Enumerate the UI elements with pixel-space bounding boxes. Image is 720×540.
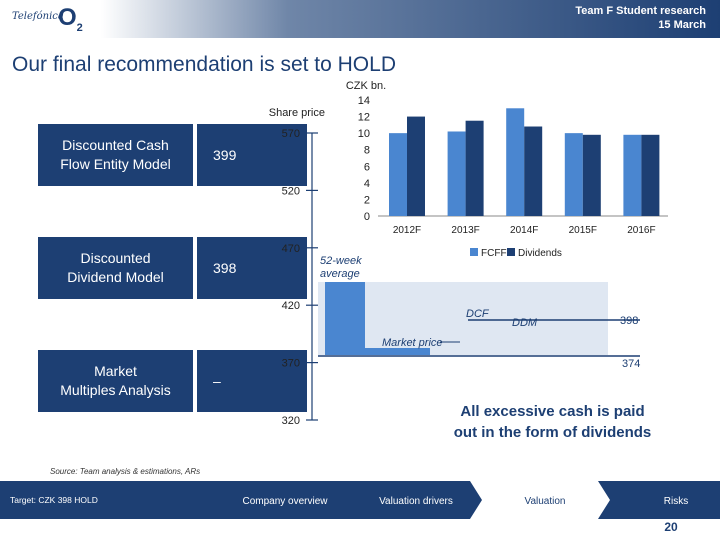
chart-xtick-label: 2013F [451,225,479,236]
model-label-line2: Flow Entity Model [60,156,171,172]
chart-xtick-label: 2014F [510,225,538,236]
model-value-dcf: 399 [197,124,307,186]
nav-company-overview[interactable]: Company overview [242,496,328,507]
callout-line1: All excessive cash is paid [460,403,645,420]
chart-ytick-label: 14 [358,95,370,107]
o2-logo: O2 [58,4,83,34]
footer-bar [0,481,720,519]
header-bar [0,0,720,38]
chart-ytick-label: 2 [364,194,370,206]
bar-fcff-2012F [389,133,407,216]
chart-ytick-label: 8 [364,145,370,157]
legend-label-dividends: Dividends [518,248,562,259]
bar-dividends-2015F [582,134,601,216]
team-name: Team F Student research [575,5,706,17]
model-label-line2: Dividend Model [67,269,164,285]
callout-line2: out in the form of dividends [453,424,652,441]
callout: All excessive cash is paid out in the fo… [415,401,690,443]
bar-dividends-2014F [524,126,543,216]
legend-swatch-fcff [470,248,478,256]
chart-bars [389,108,660,216]
bar-fcff-2015F [564,133,583,216]
model-label-line1: Market [94,363,137,379]
model-box-dcf: Discounted Cash Flow Entity Model [38,124,193,186]
bar-dividends-2016F [641,134,660,216]
price-tick-label: 320 [282,415,300,427]
bar-fcff-2013F [447,131,466,216]
price-tick-label: 520 [282,185,300,197]
page-number: 20 [664,520,678,534]
team-date: 15 March [658,19,706,31]
bar-fcff-2014F [506,108,525,216]
bar-dividends-2013F [465,120,484,216]
price-tick-label: 470 [282,243,300,255]
page-title: Our final recommendation is set to HOLD [12,53,396,76]
chart-ylabel: CZK bn. [346,80,386,92]
week52-bar [325,282,365,355]
bar-fcff-2016F [623,134,642,216]
market-value: 374 [622,358,640,370]
model-box-ddm: Discounted Dividend Model [38,237,193,299]
market-bar [362,348,430,355]
chart-ytick-label: 12 [358,112,370,124]
model-value-ddm: 398 [197,237,307,299]
chart-xlabels: 2012F 2013F 2014F 2015F 2016F [393,225,656,236]
legend-label-fcff: FCFF [481,248,507,259]
model-value-multiples: – [197,350,307,412]
price-ticks: 570 520 470 420 370 320 [282,128,318,427]
target-value: 398 [620,315,638,327]
model-label-line1: Discounted Cash [62,137,169,153]
share-price-label: Share price [269,107,325,119]
bar-dividends-2012F [407,116,425,216]
model-box-multiples: Market Multiples Analysis [38,350,193,412]
legend-swatch-dividends [507,248,515,256]
week52-label-2: average [320,268,360,280]
chart-ytick-label: 10 [358,128,370,140]
chart-yticks: 14 12 10 8 6 4 2 0 [358,95,370,223]
nav-risks[interactable]: Risks [664,496,688,507]
price-tick-label: 420 [282,300,300,312]
source-note: Source: Team analysis & estimations, ARs [50,467,201,476]
logo-sub: 2 [76,21,83,34]
chart-xtick-label: 2016F [627,225,655,236]
market-price-label: Market price [382,337,443,349]
nav-active-chevron [470,481,610,519]
footer-target: Target: CZK 398 HOLD [10,495,98,505]
telefonica-logo: Telefónica [12,11,64,22]
chart-xtick-label: 2012F [393,225,421,236]
price-tick-label: 370 [282,358,300,370]
dcf-label: DCF [466,308,490,320]
range-band [318,282,608,355]
week52-label-1: 52-week [320,255,362,267]
nav-valuation[interactable]: Valuation [525,496,566,507]
model-label-line2: Multiples Analysis [60,382,171,398]
logo-o: O [58,4,77,31]
chart-ytick-label: 0 [364,211,370,223]
chart-xtick-label: 2015F [569,225,597,236]
nav-valuation-drivers[interactable]: Valuation drivers [379,496,453,507]
model-label-line1: Discounted [80,250,151,266]
ddm-label: DDM [512,317,538,329]
price-tick-label: 570 [282,128,300,140]
team-info: Team F Student research 15 March [575,4,706,32]
chart-ytick-label: 4 [364,178,370,190]
chart-ytick-label: 6 [364,161,370,173]
